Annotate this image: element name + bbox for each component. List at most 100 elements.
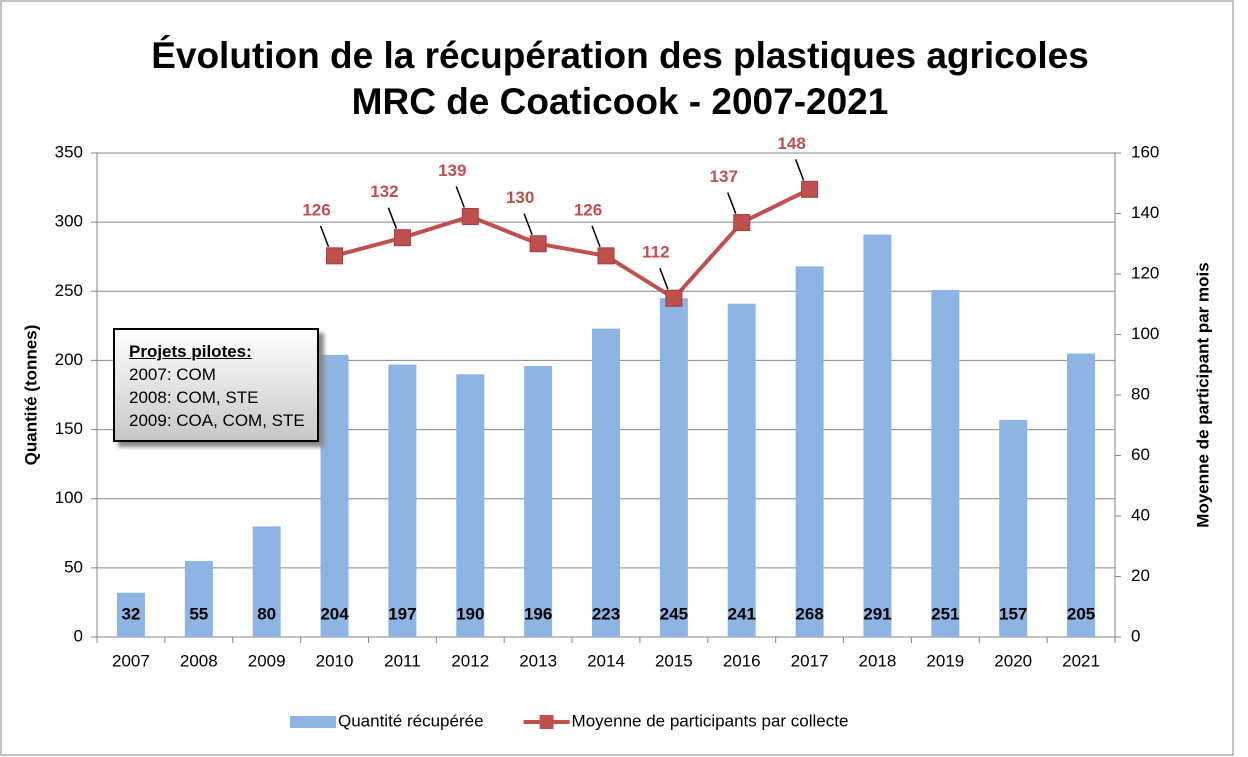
bar (184, 560, 213, 637)
bar-value-label: 80 (257, 604, 276, 623)
x-tick-label: 2009 (248, 651, 286, 670)
bar (524, 365, 553, 637)
line-value-label: 112 (642, 243, 669, 262)
bar-value-label: 245 (660, 604, 688, 623)
bar (252, 526, 281, 637)
leader-line (523, 213, 533, 236)
chart-subtitle: MRC de Coaticook - 2007-2021 (352, 81, 889, 122)
annotation-line: 2007: COM (129, 365, 216, 384)
bar-value-label: 196 (524, 604, 552, 623)
y2-tick-label: 120 (1131, 263, 1159, 282)
line-value-label: 132 (370, 182, 398, 201)
bar-value-label: 32 (121, 604, 140, 623)
y-tick-label: 150 (55, 419, 83, 438)
x-tick-label: 2019 (926, 651, 964, 670)
line-marker (326, 247, 344, 265)
y2-tick-label: 40 (1131, 505, 1150, 524)
y-tick-label: 100 (55, 488, 83, 507)
x-tick-label: 2010 (316, 651, 354, 670)
y-tick-label: 300 (55, 212, 83, 231)
line-marker (597, 247, 615, 265)
bar (1067, 353, 1096, 637)
leader-line (794, 159, 805, 181)
legend-label: Quantité récupérée (338, 711, 484, 730)
bar (795, 266, 824, 637)
bar (592, 328, 620, 637)
line-value-label: 139 (438, 161, 466, 180)
annotation-line: 2008: COM, STE (129, 388, 259, 407)
legend-swatch (539, 715, 554, 729)
bar (659, 298, 688, 637)
line-value-label: 126 (574, 200, 602, 219)
x-tick-label: 2008 (180, 651, 218, 670)
bar-value-label: 291 (863, 604, 891, 623)
x-tick-label: 2007 (112, 651, 150, 670)
x-tick-label: 2015 (655, 651, 693, 670)
line-value-label: 148 (777, 134, 805, 153)
y2-tick-label: 20 (1131, 566, 1150, 585)
bar-value-label: 157 (999, 604, 1027, 623)
y2-tick-label: 80 (1131, 384, 1150, 403)
y2-axis-title: Moyenne de participant par mois (1193, 262, 1212, 527)
bar (999, 419, 1028, 637)
x-tick-label: 2018 (859, 651, 897, 670)
bar-value-label: 205 (1067, 604, 1095, 623)
bar-value-label: 241 (728, 604, 756, 623)
line-marker (461, 208, 479, 226)
y2-tick-label: 100 (1131, 324, 1159, 343)
leader-line (591, 225, 601, 248)
leader-line (387, 207, 398, 229)
x-tick-label: 2017 (791, 651, 829, 670)
bar-value-label: 197 (388, 604, 416, 623)
y-tick-label: 200 (55, 350, 83, 369)
bar-value-label: 223 (592, 604, 620, 623)
x-tick-label: 2012 (451, 651, 489, 670)
x-tick-label: 2011 (384, 651, 421, 670)
line-marker (733, 214, 751, 232)
line-value-label: 137 (710, 167, 738, 186)
y-tick-label: 250 (55, 281, 83, 300)
x-tick-label: 2013 (519, 651, 557, 670)
y-tick-label: 50 (64, 557, 83, 576)
line-marker (393, 229, 411, 247)
bar-value-label: 190 (456, 604, 484, 623)
line-value-label: 130 (506, 188, 534, 207)
bar (727, 303, 756, 637)
annotation-line: 2009: COA, COM, STE (129, 411, 305, 430)
bar (320, 354, 349, 637)
line-marker (801, 180, 819, 198)
bar-value-label: 55 (189, 604, 208, 623)
leader-line (319, 225, 330, 248)
y2-tick-label: 140 (1131, 203, 1159, 222)
bar-value-label: 268 (795, 604, 823, 623)
legend-label: Moyenne de participants par collecte (572, 711, 849, 730)
bar (388, 364, 417, 637)
y-tick-label: 0 (74, 626, 83, 645)
leader-line (455, 186, 465, 208)
annotation-box: Projets pilotes: 2007: COM 2008: COM, ST… (113, 328, 319, 442)
line (334, 187, 811, 301)
y2-tick-label: 0 (1131, 626, 1140, 645)
leader-line (727, 192, 737, 214)
x-tick-label: 2014 (587, 651, 625, 670)
line-value-label: 126 (302, 200, 330, 219)
chart-title: Évolution de la récupération des plastiq… (151, 35, 1089, 76)
legend-swatch (290, 716, 336, 728)
y2-tick-label: 160 (1131, 142, 1159, 161)
line-marker (665, 289, 683, 307)
annotation-heading: Projets pilotes: (129, 342, 252, 361)
bar (116, 592, 145, 637)
leader-line (659, 267, 669, 290)
bar (931, 289, 960, 637)
x-tick-label: 2016 (723, 651, 761, 670)
y-tick-label: 350 (55, 142, 83, 161)
x-tick-label: 2021 (1062, 651, 1100, 670)
bar-value-label: 204 (320, 604, 349, 623)
x-tick-label: 2020 (994, 651, 1032, 670)
bar-value-label: 251 (931, 604, 959, 623)
bar (456, 374, 485, 637)
y2-tick-label: 60 (1131, 445, 1150, 464)
y-axis-title: Quantité (tonnes) (21, 325, 40, 466)
